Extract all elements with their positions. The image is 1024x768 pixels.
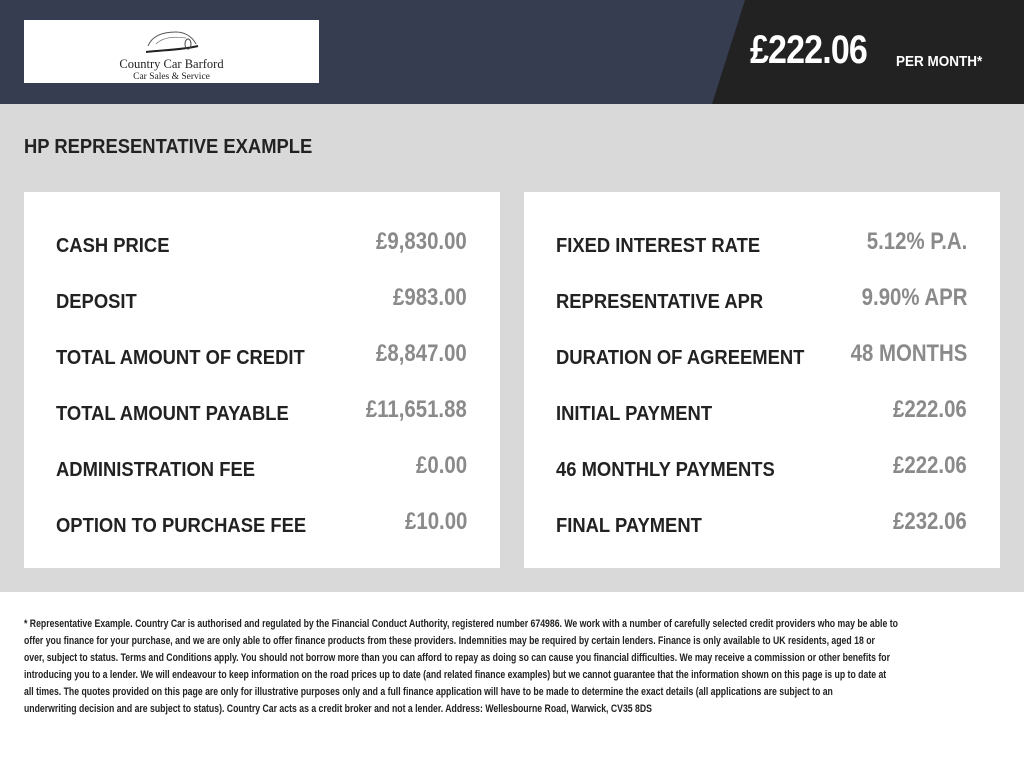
finance-label: INITIAL PAYMENT [556,403,713,425]
disclaimer-line: offer you finance for your purchase, and… [24,635,875,647]
finance-label: 46 MONTHLY PAYMENTS [556,459,775,481]
finance-label: TOTAL AMOUNT PAYABLE [56,403,289,425]
finance-row: TOTAL AMOUNT PAYABLE £11,651.88 [56,396,467,426]
finance-row: DURATION OF AGREEMENT 48 MONTHS [556,340,967,370]
finance-value: £10.00 [404,508,467,535]
disclaimer-line: over, subject to status. Terms and Condi… [24,652,890,664]
disclaimer-line: all times. The quotes provided on this p… [24,686,833,698]
finance-label: CASH PRICE [56,235,170,257]
finance-label: ADMINISTRATION FEE [56,459,255,481]
finance-value: £0.00 [415,452,467,479]
finance-details-right: FIXED INTEREST RATE 5.12% P.A. REPRESENTAT… [524,192,1000,568]
disclaimer-line: * Representative Example. Country Car is… [24,618,898,630]
finance-row: FIXED INTEREST RATE 5.12% P.A. [556,228,967,258]
finance-value: £232.06 [893,508,967,535]
finance-row: REPRESENTATIVE APR 9.90% APR [556,284,967,314]
car-logo-icon [145,31,199,53]
finance-value: £9,830.00 [376,228,467,255]
finance-value: £222.06 [893,452,967,479]
finance-label: REPRESENTATIVE APR [556,291,764,313]
finance-value: £11,651.88 [366,396,467,423]
disclaimer-line: underwriting decision and are subject to… [24,703,652,715]
finance-row: CASH PRICE £9,830.00 [56,228,467,258]
finance-value: £222.06 [893,396,967,423]
disclaimer-line: introducing you to a lender. We will end… [24,669,887,681]
logo-name: Country Car Barford [119,57,224,71]
per-month-label: PER MONTH* [896,53,983,70]
finance-label: TOTAL AMOUNT OF CREDIT [56,347,305,369]
finance-row: OPTION TO PURCHASE FEE £10.00 [56,508,467,538]
finance-label: FIXED INTEREST RATE [556,235,761,257]
finance-value: £983.00 [393,284,467,311]
finance-details-left: CASH PRICE £9,830.00 DEPOSIT £983.00 TOTAL A… [24,192,500,568]
finance-value: 9.90% APR [861,284,967,311]
finance-row: INITIAL PAYMENT £222.06 [556,396,967,426]
finance-label: DEPOSIT [56,291,137,313]
price-panel [712,0,1024,104]
finance-label: FINAL PAYMENT [556,515,702,537]
disclaimer: * Representative Example. Country Car is… [24,616,1024,718]
finance-row: 46 MONTHLY PAYMENTS £222.06 [556,452,967,482]
finance-row: ADMINISTRATION FEE £0.00 [56,452,467,482]
logo-tagline: Car Sales & Service [133,72,210,82]
finance-row: TOTAL AMOUNT OF CREDIT £8,847.00 [56,340,467,370]
monthly-price: £222.06 [750,28,868,72]
finance-value: £8,847.00 [376,340,467,367]
section-title: HP REPRESENTATIVE EXAMPLE [24,136,313,158]
finance-row: FINAL PAYMENT £232.06 [556,508,967,538]
finance-row: DEPOSIT £983.00 [56,284,467,314]
finance-value: 5.12% P.A. [866,228,967,255]
finance-label: DURATION OF AGREEMENT [556,347,805,369]
dealer-logo[interactable]: Country Car Barford Car Sales & Service [24,20,319,83]
finance-value: 48 MONTHS [850,340,967,367]
finance-label: OPTION TO PURCHASE FEE [56,515,307,537]
